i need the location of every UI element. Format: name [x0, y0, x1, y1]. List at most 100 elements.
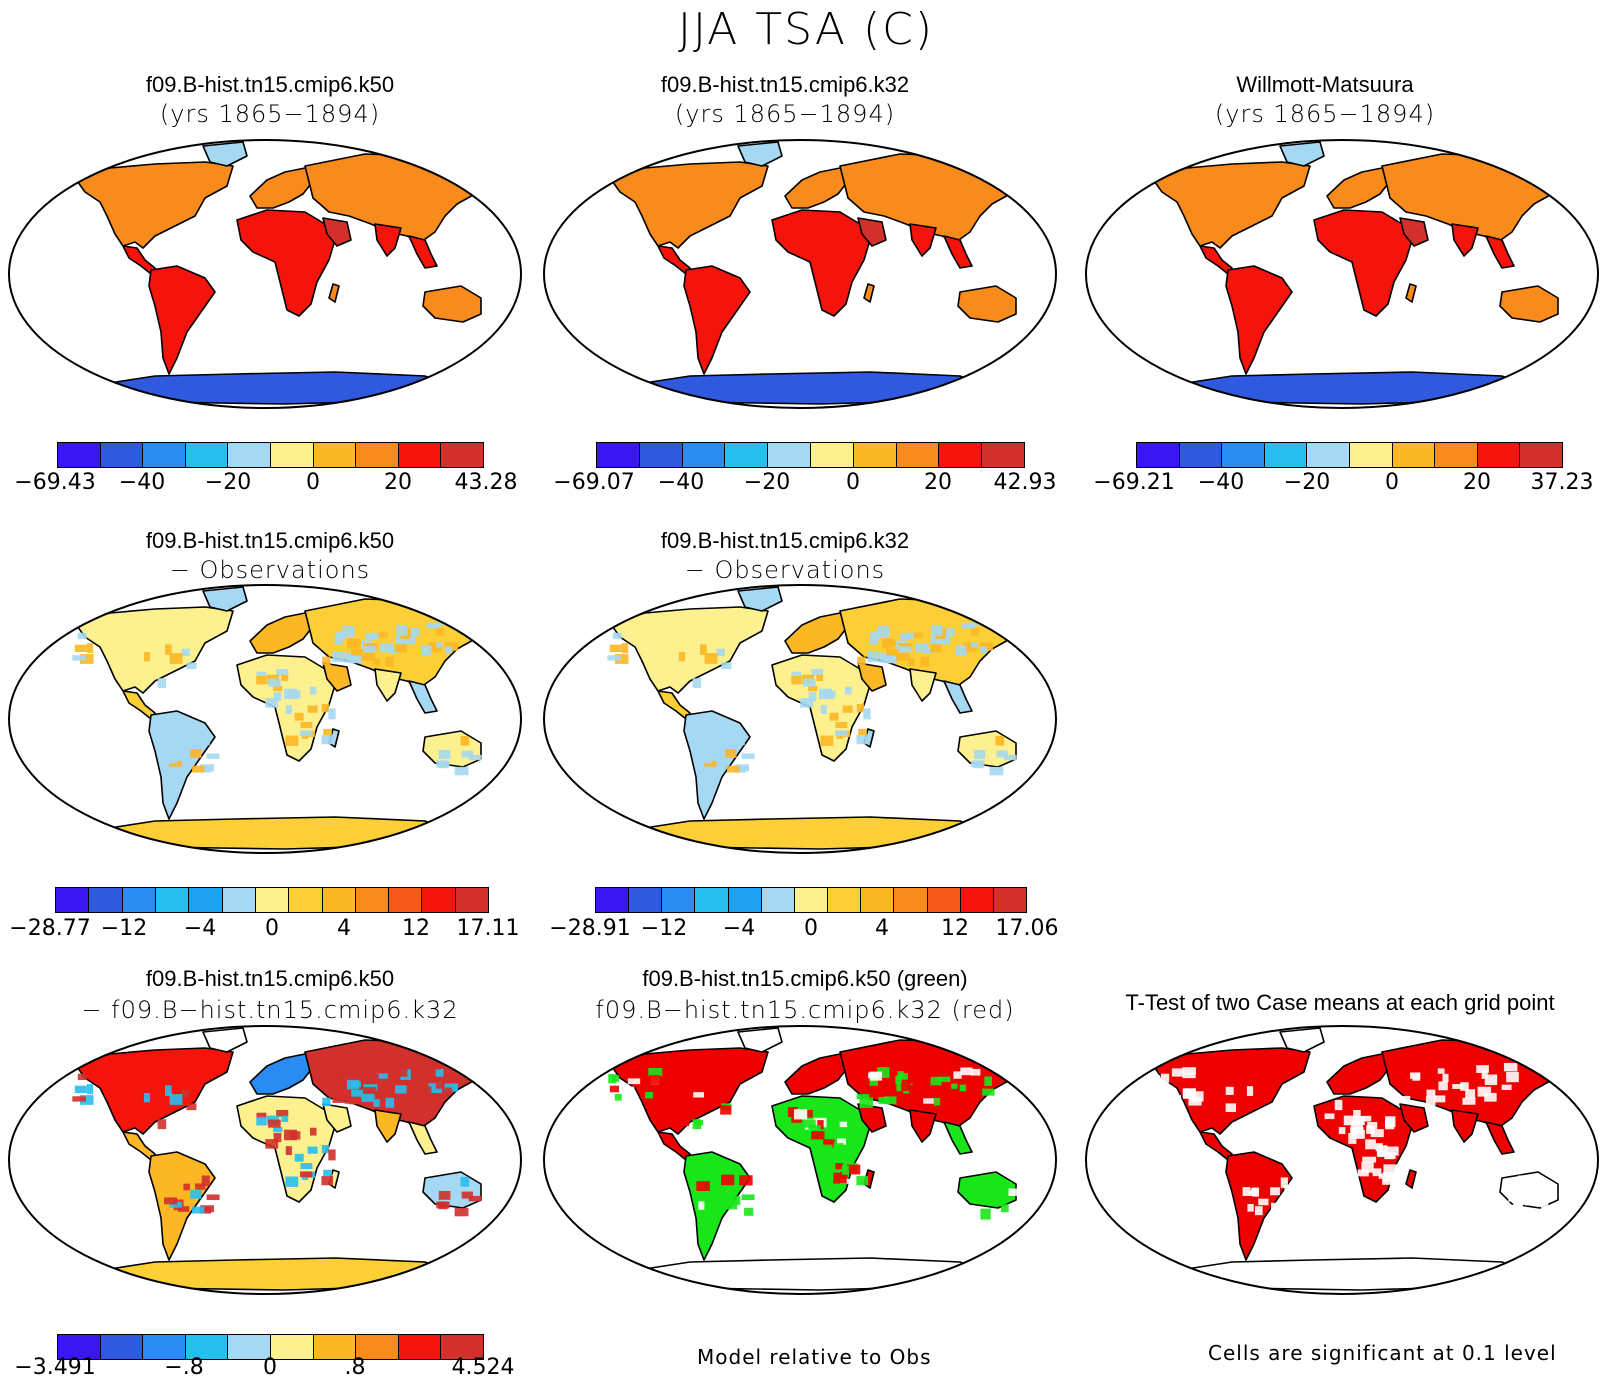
colorbar-4-tick: −28.77 — [9, 916, 91, 941]
map-cell — [835, 1163, 843, 1170]
map-cell — [1338, 1127, 1346, 1135]
map-cell — [953, 1071, 962, 1079]
map-cell — [1334, 1099, 1343, 1111]
map-cell — [820, 705, 827, 714]
map-cell — [1518, 1175, 1525, 1186]
map-cell — [703, 1209, 715, 1221]
map-cell — [300, 1163, 313, 1170]
map-cell — [328, 1149, 336, 1161]
colorbar-swatch — [100, 1335, 144, 1359]
map-cell — [363, 646, 377, 653]
map-cell — [143, 652, 151, 662]
map-cell — [869, 1071, 883, 1081]
map-cell — [380, 643, 394, 653]
colorbar-3 — [1136, 442, 1563, 468]
continent-arabia — [322, 662, 352, 692]
map-cell — [1437, 1068, 1445, 1074]
map-cell — [823, 1139, 835, 1148]
map-cell — [373, 658, 380, 666]
colorbar-swatch — [629, 888, 663, 912]
continent-northAmerica — [74, 606, 234, 694]
colorbar-5-tick: 17.06 — [995, 916, 1059, 941]
colorbar-3-tick: 0 — [1385, 470, 1399, 495]
map-cell — [1481, 1069, 1488, 1079]
map-cell — [195, 1183, 206, 1190]
map-cell — [970, 627, 979, 636]
map-cell — [426, 1063, 441, 1070]
map-cell — [421, 645, 432, 657]
map-cell — [435, 1083, 443, 1089]
map-cell — [1366, 1125, 1375, 1134]
map-cell — [886, 648, 899, 656]
map-cell — [1358, 1115, 1372, 1122]
map-cell — [982, 1088, 995, 1096]
colorbar-swatch — [313, 1335, 357, 1359]
map-cell — [725, 749, 737, 758]
map-cell — [882, 1079, 895, 1090]
colorbar-swatch — [1435, 443, 1478, 467]
map-cell — [309, 686, 317, 695]
map-cell — [735, 766, 746, 773]
colorbar-swatch — [639, 443, 683, 467]
map-cell — [960, 1067, 973, 1076]
map-cell — [1412, 1073, 1421, 1081]
continent-australia — [957, 285, 1017, 323]
map-cell — [956, 645, 967, 657]
map-cell — [375, 1073, 388, 1079]
colorbar-swatch — [143, 443, 186, 467]
colorbar-swatch — [960, 888, 994, 912]
map-cell — [793, 1109, 808, 1120]
panel-2-subtitle: (yrs 1865−1894) — [674, 100, 896, 128]
map-cell — [712, 765, 725, 771]
map-cell — [721, 1174, 735, 1186]
colorbar-2-tick: 20 — [924, 470, 952, 495]
colorbar-swatch — [422, 888, 456, 912]
panel-3-title: Willmott-Matsuura — [1236, 72, 1414, 97]
map-cell — [1382, 1171, 1395, 1182]
map-cell — [300, 730, 313, 737]
colorbar-4 — [55, 887, 489, 913]
colorbar-swatch — [596, 888, 630, 912]
continent-northAmerica — [74, 1047, 234, 1135]
map-cell — [803, 1119, 816, 1128]
map-cell — [428, 642, 443, 653]
map-cell — [361, 652, 375, 661]
map-cell — [309, 1127, 317, 1136]
map-cell — [426, 622, 441, 629]
map-cell — [1501, 1084, 1512, 1090]
continent-seAsia — [943, 1121, 973, 1155]
map-cell — [1247, 1204, 1254, 1212]
map-cell — [859, 1097, 874, 1108]
map-cell — [979, 646, 988, 654]
panel-3-subtitle: (yrs 1865−1894) — [1214, 100, 1436, 128]
colorbar-swatch — [441, 443, 483, 467]
map-cell — [380, 1084, 394, 1094]
continent-southAmerica — [148, 265, 216, 375]
colorbar-swatch — [122, 888, 156, 912]
map-cell — [824, 1131, 836, 1140]
map-cell — [898, 646, 912, 653]
panel-5-subtitle: − Observations — [684, 556, 886, 584]
map-cell — [1552, 1207, 1563, 1216]
map-cell — [1225, 1103, 1237, 1112]
colorbar-2-tick: 0 — [846, 470, 860, 495]
map-cell — [886, 640, 896, 647]
map-cell — [335, 632, 345, 640]
map-cell — [878, 1096, 890, 1104]
map-cell — [744, 1207, 754, 1216]
map-cell — [808, 1125, 821, 1131]
map-panel-2 — [543, 139, 1057, 409]
map-cell — [1156, 1093, 1165, 1100]
continent-arabia — [322, 217, 352, 247]
map-cell — [294, 1153, 304, 1162]
map-cell — [1182, 1072, 1196, 1079]
map-cell — [1171, 1068, 1184, 1077]
map-cell — [435, 627, 444, 636]
map-cell — [334, 1077, 343, 1086]
map-cell — [996, 750, 1009, 758]
continent-madagascar — [328, 283, 340, 303]
map-cell — [1508, 1193, 1516, 1202]
map-cell — [335, 1073, 345, 1081]
colorbar-swatch — [155, 888, 190, 912]
map-cell — [74, 644, 87, 653]
